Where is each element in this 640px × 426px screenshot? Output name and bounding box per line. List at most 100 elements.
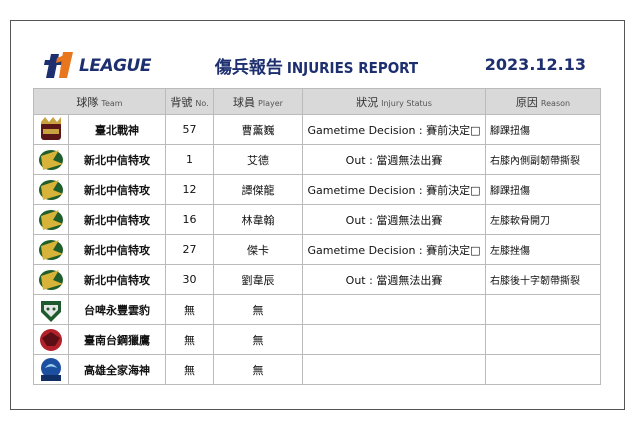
player: 曹薰巍 [213, 114, 303, 145]
reason: 腳踝扭傷 [485, 114, 601, 145]
injury-table: 球隊 Team 背號 No. 球員 Player 狀況 Injury Status 原因 Reas… [33, 88, 601, 385]
number: 無 [165, 294, 214, 325]
table-row: 高雄全家海神無無 [33, 354, 601, 385]
player: 劉韋辰 [213, 264, 303, 295]
team-logo [39, 179, 63, 200]
title-zh: 傷兵報告 [214, 58, 283, 78]
team-logo [39, 269, 63, 290]
table-row: 新北中信特攻 30 劉韋辰 Out : 當週無法出賽 右膝後十字韌帶撕裂 [33, 264, 601, 295]
table-row: 新北中信特攻 16 林韋翰 Out : 當週無法出賽 左膝軟骨開刀 [33, 204, 601, 235]
header-zh: 原因 [515, 95, 538, 109]
team: 新北中信特攻 [68, 264, 166, 295]
reason-empty [485, 354, 601, 385]
header-en: Injury Status [381, 98, 432, 108]
team-logo [39, 239, 63, 260]
reason-empty [485, 324, 601, 355]
team: 臺南台鋼獵鷹 [68, 324, 166, 355]
team-logo [39, 149, 63, 170]
status-empty [302, 354, 486, 385]
team: 台啤永豐雲豹 [68, 294, 166, 325]
team: 高雄全家海神 [68, 354, 166, 385]
team-logo-cell [33, 204, 69, 235]
status-empty [302, 294, 486, 325]
table-row: 新北中信特攻 12 譚傑龍 Gametime Decision : 賽前決定□ 腳踝扭傷 [33, 174, 601, 205]
team-logo-cell [33, 234, 69, 265]
table-row: 臺北戰神 57 曹薰巍 Gametime Decision : 賽前決定□ 腳踝扭傷 [33, 114, 601, 145]
team-logo [40, 328, 62, 351]
player: 無 [213, 294, 303, 325]
team-logo [41, 300, 61, 322]
team: 新北中信特攻 [68, 234, 166, 265]
status: Gametime Decision : 賽前決定□ [302, 234, 486, 265]
number: 12 [165, 174, 214, 205]
header-zh: 球隊 [76, 95, 99, 109]
header-zh: 背號 [170, 95, 193, 109]
team-logo-cell [33, 354, 69, 385]
status: Gametime Decision : 賽前決定□ [302, 114, 486, 145]
header-en: No. [195, 98, 209, 108]
team-logo-cell [33, 324, 69, 355]
team-logo [41, 357, 61, 381]
team-logo-cell [33, 294, 69, 325]
header-cell: 球隊 Team [33, 88, 166, 115]
report-card: LEAGUE 傷兵報告 INJURIES REPORT 2023.12.13 球隊… [33, 42, 601, 385]
title-en: INJURIES REPORT [286, 59, 419, 77]
team-logo-cell [33, 114, 69, 145]
frame [10, 20, 625, 410]
player: 無 [213, 324, 303, 355]
team-logo [41, 116, 61, 140]
team-logo-cell [33, 144, 69, 175]
header-zh: 狀況 [356, 95, 379, 109]
number: 57 [165, 114, 214, 145]
number: 30 [165, 264, 214, 295]
team: 新北中信特攻 [68, 204, 166, 235]
reason: 左膝挫傷 [485, 234, 601, 265]
header-cell: 狀況 Injury Status [302, 88, 486, 115]
header-cell: 球員 Player [213, 88, 303, 115]
league-name: LEAGUE [79, 56, 151, 76]
status-empty [302, 324, 486, 355]
header: LEAGUE 傷兵報告 INJURIES REPORT 2023.12.13 [33, 42, 600, 88]
team-logo [39, 209, 63, 230]
header-en: Player [258, 98, 283, 108]
reason-empty [485, 294, 601, 325]
header-en: Team [101, 98, 123, 108]
number: 27 [165, 234, 214, 265]
header-cell: 原因 Reason [485, 88, 601, 115]
header-zh: 球員 [233, 95, 256, 109]
reason: 左膝軟骨開刀 [485, 204, 601, 235]
status: Out : 當週無法出賽 [302, 264, 486, 295]
number: 無 [165, 354, 214, 385]
date: 2023.12.13 [484, 55, 586, 74]
number: 16 [165, 204, 214, 235]
number: 1 [165, 144, 214, 175]
column-header-row: 球隊 Team 背號 No. 球員 Player 狀況 Injury Status 原因 Reas… [33, 88, 601, 115]
player: 無 [213, 354, 303, 385]
reason: 右膝內側副韌帶撕裂 [485, 144, 601, 175]
table-row: 台啤永豐雲豹無無 [33, 294, 601, 325]
player: 傑卡 [213, 234, 303, 265]
table-row: 新北中信特攻 27 傑卡 Gametime Decision : 賽前決定□ 左膝挫傷 [33, 234, 601, 265]
team-logo-cell [33, 174, 69, 205]
player: 林韋翰 [213, 204, 303, 235]
header-en: Reason [540, 98, 571, 108]
title: 傷兵報告 INJURIES REPORT [33, 53, 600, 78]
player: 譚傑龍 [213, 174, 303, 205]
header-cell: 背號 No. [165, 88, 214, 115]
reason: 腳踝扭傷 [485, 174, 601, 205]
team: 臺北戰神 [68, 114, 166, 145]
team-logo-cell [33, 264, 69, 295]
team: 新北中信特攻 [68, 144, 166, 175]
team: 新北中信特攻 [68, 174, 166, 205]
table-row: 新北中信特攻 1 艾德 Out : 當週無法出賽 右膝內側副韌帶撕裂 [33, 144, 601, 175]
table-body: 臺北戰神 57 曹薰巍 Gametime Decision : 賽前決定□ 腳踝扭傷 新北… [33, 114, 601, 385]
table-row: 臺南台鋼獵鷹無無 [33, 324, 601, 355]
status: Out : 當週無法出賽 [302, 144, 486, 175]
reason: 右膝後十字韌帶撕裂 [485, 264, 601, 295]
league-logo [44, 52, 73, 78]
number: 無 [165, 324, 214, 355]
status: Gametime Decision : 賽前決定□ [302, 174, 486, 205]
player: 艾德 [213, 144, 303, 175]
status: Out : 當週無法出賽 [302, 204, 486, 235]
